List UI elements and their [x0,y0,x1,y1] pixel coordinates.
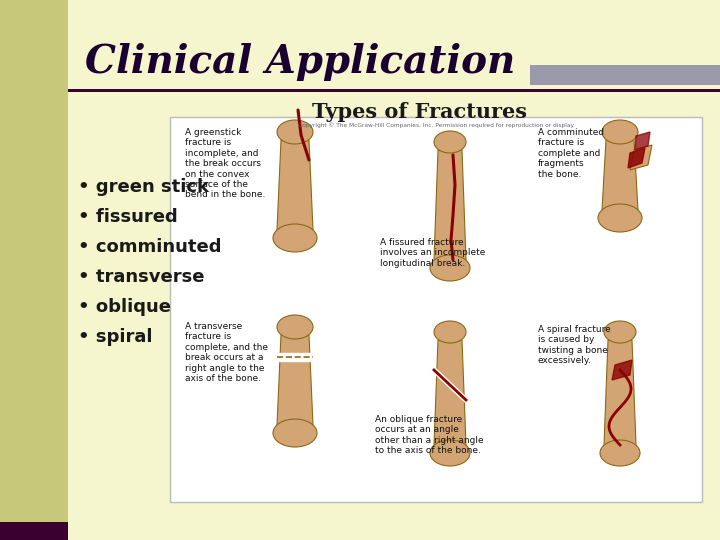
Polygon shape [277,335,313,425]
Text: • spiral: • spiral [78,328,153,346]
Ellipse shape [277,315,313,339]
Text: A fissured fracture
involves an incomplete
longitudinal break.: A fissured fracture involves an incomple… [380,238,485,268]
Bar [170,117,702,502]
Bar [0,0,68,540]
Ellipse shape [598,204,642,232]
Bar [0,522,68,540]
Ellipse shape [434,131,466,153]
Text: A greenstick
fracture is
incomplete, and
the break occurs
on the convex
surface : A greenstick fracture is incomplete, and… [185,128,266,199]
Ellipse shape [273,419,317,447]
Ellipse shape [430,255,470,281]
Ellipse shape [600,440,640,466]
Ellipse shape [434,321,466,343]
Text: A comminuted
fracture is
complete and
fragments
the bone.: A comminuted fracture is complete and fr… [538,128,604,179]
Polygon shape [434,340,466,445]
Text: Types of Fractures: Types of Fractures [312,102,528,122]
Bar [68,89,720,92]
Text: Clinical Application: Clinical Application [85,43,516,81]
Bar [530,65,720,85]
Polygon shape [630,145,652,170]
Polygon shape [602,140,638,210]
Ellipse shape [277,120,313,144]
Text: Copyright © The McGraw-Hill Companies, Inc. Permission required for reproduction: Copyright © The McGraw-Hill Companies, I… [297,122,575,127]
Polygon shape [434,150,466,260]
Text: • green stick: • green stick [78,178,209,196]
Text: An oblique fracture
occurs at an angle
other than a right angle
to the axis of t: An oblique fracture occurs at an angle o… [375,415,484,455]
Text: • comminuted: • comminuted [78,238,222,256]
Text: • oblique: • oblique [78,298,171,316]
Polygon shape [277,353,313,361]
Ellipse shape [430,440,470,466]
Polygon shape [277,140,313,230]
Polygon shape [604,340,636,445]
Text: • fissured: • fissured [78,208,178,226]
Text: A spiral fracture
is caused by
twisting a bone
excessively.: A spiral fracture is caused by twisting … [538,325,611,365]
Polygon shape [635,132,650,150]
Ellipse shape [273,224,317,252]
Polygon shape [628,148,645,168]
Ellipse shape [604,321,636,343]
Polygon shape [612,360,632,380]
Text: A transverse
fracture is
complete, and the
break occurs at a
right angle to the
: A transverse fracture is complete, and t… [185,322,268,383]
Ellipse shape [602,120,638,144]
Text: • transverse: • transverse [78,268,204,286]
